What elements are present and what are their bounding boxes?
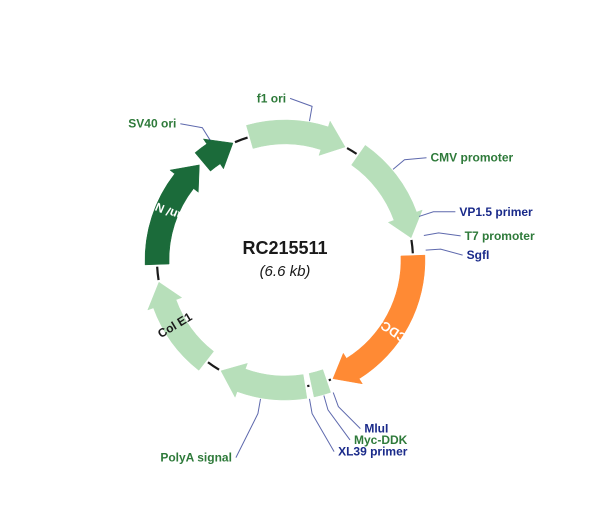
backbone-arc [347,148,357,154]
plasmid-size: (6.6 kb) [260,263,311,280]
outer-label-7: PolyA signal [160,451,232,465]
backbone-arc [411,240,412,253]
backbone-arc [208,362,219,369]
outer-label-9: SV40 ori [128,117,176,131]
leader-7 [236,399,261,458]
outer-label-2: T7 promoter [465,229,535,243]
leader-3 [426,249,463,255]
leader-1 [419,212,455,217]
backbone-arc [235,138,248,143]
backbone-arc [329,379,331,380]
outer-label-1: VP1.5 primer [459,205,533,219]
outer-label-6: XL39 primer [338,445,408,459]
segment-myc [309,370,330,397]
leader-6 [309,399,334,452]
leader-0 [393,158,426,170]
outer-label-3: SgfI [467,248,490,262]
backbone-arc [157,267,158,280]
segment-sv40 [195,139,233,171]
outer-label-8: f1 ori [257,91,286,105]
segment-f1ori [246,120,345,155]
leader-2 [424,233,461,236]
leader-9 [180,124,210,141]
plasmid-map: CCDC81Col E1Kan/ NeoCMV promoterVP1.5 pr… [0,0,600,512]
plasmid-name: RC215511 [242,238,327,258]
outer-label-0: CMV promoter [431,151,514,165]
segment-polyA [221,363,307,400]
leader-8 [290,98,312,121]
